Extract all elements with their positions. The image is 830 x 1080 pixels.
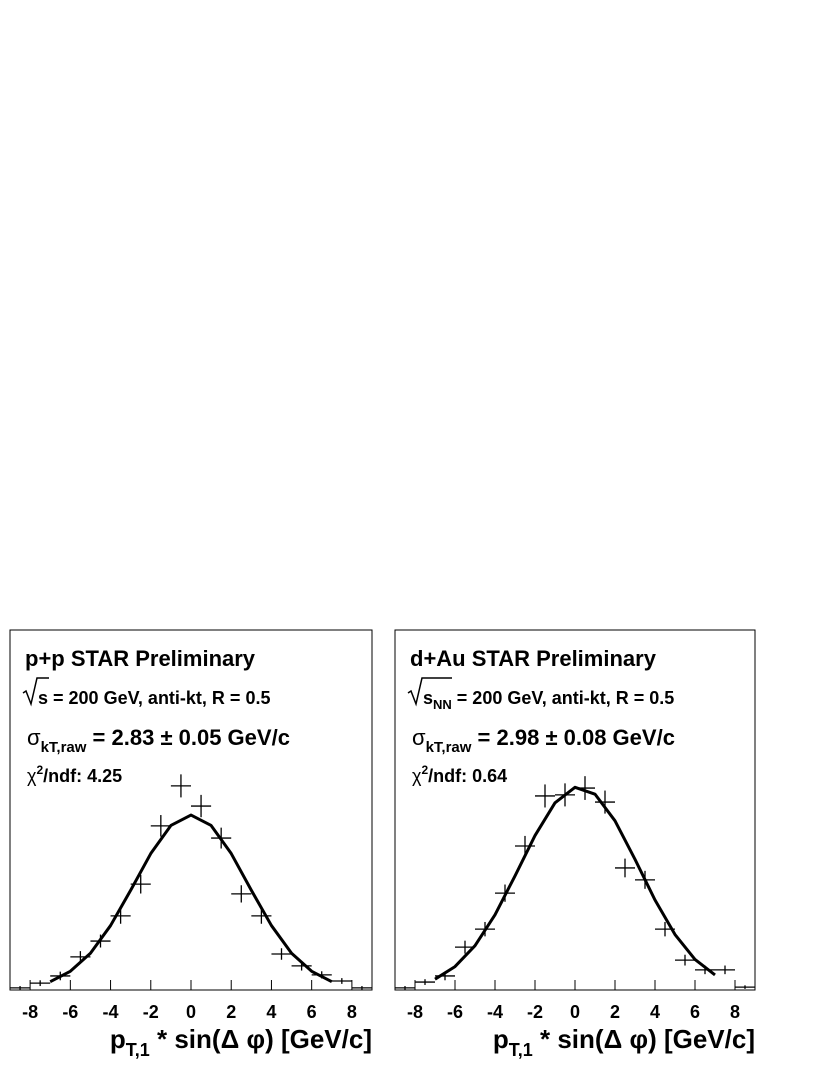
energy-root: s [423,688,433,708]
x-tick-label: -4 [487,1002,503,1022]
sigma-label: σkT,raw = 2.98 ± 0.08 GeV/c [412,725,675,756]
x-axis-label: pT,1 * sin(Δ φ) [GeV/c] [110,1024,372,1060]
sqrt-sign [22,677,49,707]
fit-curve [49,813,333,984]
sigma-rest: = 2.83 ± 0.05 GeV/c [86,725,290,750]
x-label-sub: T,1 [509,1040,533,1060]
x-label-main: p [110,1024,126,1054]
energy-rest: = 200 GeV, anti-kt, R = 0.5 [452,688,674,708]
chart-title: d+Au STAR Preliminary [410,646,657,671]
x-tick-label: 2 [226,1002,236,1022]
sigma-sub: kT,raw [41,739,87,756]
x-tick-label: -6 [447,1002,463,1022]
sigma-label: σkT,raw = 2.83 ± 0.05 GeV/c [27,725,290,756]
energy-root-sub: NN [433,697,452,712]
x-tick-label: -4 [103,1002,119,1022]
chi-sup: 2 [36,763,43,777]
x-tick-label: 8 [347,1002,357,1022]
x-label-main: p [493,1024,509,1054]
x-tick-label: -2 [143,1002,159,1022]
energy-label: s = 200 GeV, anti-kt, R = 0.5 [38,688,270,708]
x-tick-label: 2 [610,1002,620,1022]
chart-title: p+p STAR Preliminary [25,646,256,671]
x-axis-label: pT,1 * sin(Δ φ) [GeV/c] [493,1024,755,1060]
sigma-rest: = 2.98 ± 0.08 GeV/c [471,725,675,750]
chi-label: χ2/ndf: 0.64 [412,763,507,786]
x-label-rest: * sin(Δ φ) [GeV/c] [150,1024,372,1054]
x-tick-label: 0 [186,1002,196,1022]
chi-rest: /ndf: 0.64 [428,766,507,786]
frame [394,629,756,991]
x-tick-label: -8 [22,1002,38,1022]
x-tick-label: 0 [570,1002,580,1022]
sqrt-sign [407,677,452,707]
x-tick-label: -2 [527,1002,543,1022]
x-tick-label: 6 [307,1002,317,1022]
frame [9,629,373,991]
chi-rest: /ndf: 4.25 [43,766,122,786]
panel: -8 -6 -4 -2 0 2 4 6 8pT,1 * sin(Δ φ) [GeV/c]p+p … [9,629,373,1060]
x-tick-label: -8 [407,1002,423,1022]
fit-curve [434,785,716,981]
x-label-sub: T,1 [126,1040,150,1060]
chi-symbol: χ [412,766,422,786]
energy-rest: = 200 GeV, anti-kt, R = 0.5 [48,688,270,708]
x-label-rest: * sin(Δ φ) [GeV/c] [533,1024,755,1054]
x-tick-label: -6 [62,1002,78,1022]
sigma-symbol: σ [27,725,41,750]
x-tick-label: 4 [650,1002,660,1022]
chi-label: χ2/ndf: 4.25 [27,763,122,786]
energy-root: s [38,688,48,708]
energy-label: sNN = 200 GeV, anti-kt, R = 0.5 [423,688,674,712]
chi-symbol: χ [27,766,37,786]
panel: -8 -6 -4 -2 0 2 4 6 8pT,1 * sin(Δ φ) [GeV/c]d+Au… [394,629,756,1060]
chi-sup: 2 [421,763,428,777]
x-tick-label: 4 [266,1002,276,1022]
x-tick-label: 6 [690,1002,700,1022]
sigma-symbol: σ [412,725,426,750]
x-tick-label: 8 [730,1002,740,1022]
sigma-sub: kT,raw [426,739,472,756]
